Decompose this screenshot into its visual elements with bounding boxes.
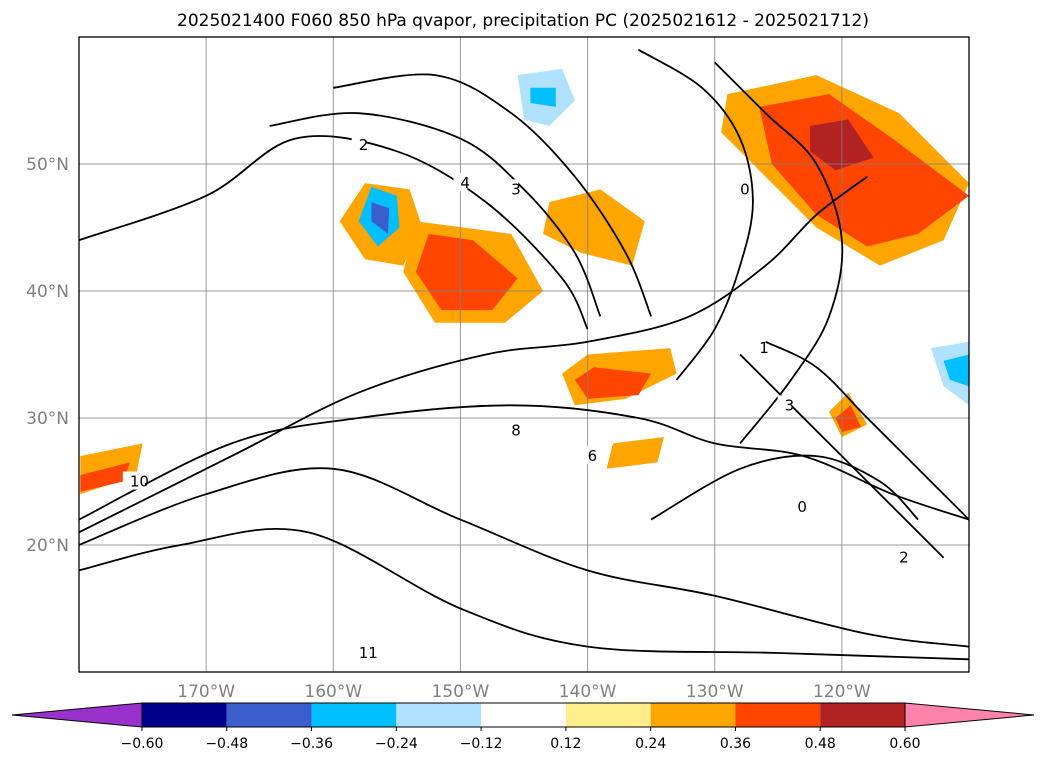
contour-line-7 xyxy=(637,48,754,381)
contour-label-9: 2 xyxy=(899,549,909,567)
contour-line-6 xyxy=(79,528,969,661)
lon-tick-label-4: 130°W xyxy=(686,682,744,702)
contour-label-bg-3 xyxy=(580,446,595,465)
shaded-region-19 xyxy=(943,354,969,387)
chart-title: 2025021400 F060 850 hPa qvapor, precipit… xyxy=(177,11,869,31)
lat-tick-label-1: 30°N xyxy=(26,409,69,429)
contour-line-3 xyxy=(79,175,868,534)
contour-label-6: 11 xyxy=(359,644,378,662)
contour-line-0 xyxy=(79,135,589,330)
contour-line-5 xyxy=(79,467,969,648)
contour-label-5: 10 xyxy=(130,473,149,491)
colorbar-box-5 xyxy=(565,703,651,727)
contour-label-bg-7 xyxy=(733,179,748,198)
colorbar-tick-label-0: −0.60 xyxy=(121,736,164,752)
contour-label-bg-5 xyxy=(122,471,145,490)
colorbar-box-7 xyxy=(735,703,821,727)
contour-label-bg-8 xyxy=(752,338,767,357)
contour-label-11: 0 xyxy=(797,498,807,516)
map-panel: 2 3 4 6 8 10 11 0 1 2 3 0 xyxy=(78,36,970,673)
longitude-labels: 170°W 160°W 150°W 140°W 130°W 120°W xyxy=(177,682,871,702)
colorbar-extend-low xyxy=(11,702,143,728)
colorbar-box-2 xyxy=(311,703,397,727)
lon-tick-label-2: 150°W xyxy=(432,682,490,702)
lat-tick-label-3: 50°N xyxy=(26,155,69,175)
map-frame xyxy=(78,36,970,673)
colorbar-extend-high xyxy=(904,702,1035,728)
colorbar-box-1 xyxy=(226,703,312,727)
contour-line-4 xyxy=(79,404,969,521)
shaded-region-15 xyxy=(80,462,130,492)
contour-label-4: 8 xyxy=(511,422,521,440)
contour-line-11 xyxy=(650,454,919,521)
contour-label-bg-4 xyxy=(504,420,519,439)
shaded-region-6 xyxy=(574,367,652,399)
colorbar-box-0 xyxy=(142,703,227,727)
colorbar-box-8 xyxy=(820,703,905,727)
contour-label-bg-6 xyxy=(351,642,374,661)
contour-label-1: 3 xyxy=(511,180,521,198)
colorbar-box-6 xyxy=(650,703,736,727)
contour-line-2 xyxy=(333,73,652,317)
colorbar-tick-label-4: −0.12 xyxy=(460,736,503,752)
colorbar-tick-label-9: 0.60 xyxy=(889,736,920,752)
qvapor-contours: 2 3 4 6 8 10 11 0 1 2 3 0 xyxy=(79,48,969,662)
lon-tick-label-5: 120°W xyxy=(813,682,871,702)
shaded-region-9 xyxy=(530,87,556,107)
contour-label-bg-10 xyxy=(777,395,792,414)
contour-line-10 xyxy=(739,353,945,559)
lat-tick-label-0: 20°N xyxy=(26,536,69,556)
contour-label-bg-11 xyxy=(790,496,805,515)
colorbar-box-4 xyxy=(481,703,566,727)
contour-label-3: 6 xyxy=(588,447,598,465)
colorbar: −0.60 −0.48 −0.36 −0.24 −0.12 0.12 0.24 0.36 0.4… xyxy=(11,702,1035,752)
colorbar-tick-label-3: −0.24 xyxy=(375,736,418,752)
shaded-region-2 xyxy=(371,202,390,234)
contour-label-bg-9 xyxy=(892,547,907,566)
contour-label-7: 0 xyxy=(740,180,750,198)
graticule xyxy=(79,37,969,672)
contour-label-0: 2 xyxy=(359,136,369,154)
contour-label-10: 3 xyxy=(785,396,795,414)
latitude-labels: 20°N 30°N 40°N 50°N xyxy=(26,155,69,556)
colorbar-tick-label-1: −0.48 xyxy=(205,736,248,752)
colorbar-outline xyxy=(141,702,906,728)
colorbar-tick-label-7: 0.36 xyxy=(720,736,751,752)
colorbar-tick-label-5: 0.12 xyxy=(550,736,581,752)
contour-line-9 xyxy=(765,340,969,521)
contour-label-8: 1 xyxy=(759,339,769,357)
lon-tick-label-1: 160°W xyxy=(304,682,362,702)
lon-tick-label-3: 140°W xyxy=(559,682,617,702)
contour-line-8 xyxy=(714,61,844,444)
lon-tick-label-0: 170°W xyxy=(177,682,235,702)
colorbar-tick-label-8: 0.48 xyxy=(805,736,836,752)
colorbar-tick-label-2: −0.36 xyxy=(290,736,333,752)
contour-label-bg-0 xyxy=(351,134,366,153)
lat-tick-label-2: 40°N xyxy=(26,282,69,302)
contour-label-2: 4 xyxy=(460,174,470,192)
contour-label-bg-1 xyxy=(504,179,519,198)
contour-label-bg-2 xyxy=(453,173,468,192)
shaded-region-7 xyxy=(543,189,645,266)
colorbar-box-3 xyxy=(396,703,482,727)
colorbar-tick-label-6: 0.24 xyxy=(635,736,666,752)
shaded-region-13 xyxy=(606,437,664,469)
contour-line-1 xyxy=(269,112,602,317)
